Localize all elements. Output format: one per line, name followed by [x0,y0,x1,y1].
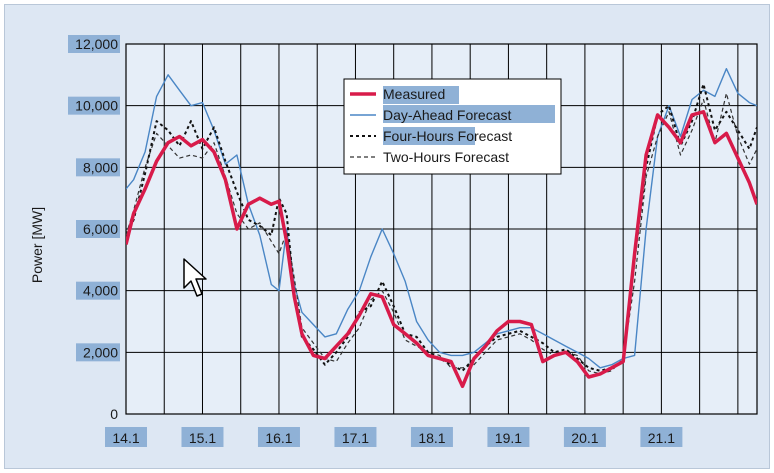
x-tick-label: 19.1 [487,427,530,447]
x-tick-label: 14.1 [105,427,147,447]
legend: Measured Day-Ahead Forecast Four-Hours For… [343,78,562,175]
x-tick-text: 18.1 [418,430,445,446]
y-tick-text: 4,000 [83,283,118,299]
x-tick-text: 19.1 [495,430,522,446]
x-tick-highlight [640,427,683,447]
y-tick-text: 10,000 [75,98,118,114]
y-axis-label: Power [MW] [29,207,45,283]
x-tick-text: 17.1 [342,430,369,446]
x-tick-label: 21.1 [640,427,683,447]
series-line-day-ahead-forecast [126,67,757,369]
x-tick-label: 20.1 [563,427,606,447]
x-tick-label: 17.1 [334,427,377,447]
x-axis-tick-labels: 14.1 15.1 16.1 17.1 18.1 19.1 20.1 21.1 [105,427,683,447]
x-tick-label: 15.1 [181,427,224,447]
legend-item: Day-Ahead Forecast [350,105,555,123]
series-line-four-hours-forecast [126,83,757,372]
y-axis-tick-labels: 0 2,000 4,000 6,000 8,000 10,000 12,000 [68,35,120,422]
x-tick-text: 21.1 [648,430,675,446]
x-tick-text: 14.1 [112,430,139,446]
y-tick-highlight [76,281,120,300]
y-tick-text: 8,000 [83,159,118,175]
x-tick-highlight [181,427,224,447]
legend-highlight [383,127,475,145]
y-tick-text: 0 [110,406,118,422]
x-tick-highlight [334,427,377,447]
mouse-cursor-icon [183,258,207,297]
x-tick-text: 16.1 [265,430,292,446]
y-tick-highlight [68,96,120,115]
legend-highlight [383,86,459,104]
y-tick-highlight [76,343,120,362]
y-tick-highlight [76,220,120,238]
legend-item: Two-Hours Forecast [350,149,509,165]
legend-label: Measured [383,86,445,102]
x-tick-text: 20.1 [571,430,598,446]
y-tick-label: 2,000 [76,343,120,362]
legend-label: Two-Hours Forecast [383,149,509,165]
y-tick-label: 12,000 [68,35,120,53]
legend-label: Four-Hours Forecast [383,128,512,144]
x-tick-highlight [410,427,453,447]
y-tick-label: 0 [110,406,118,422]
x-tick-highlight [563,427,606,447]
x-tick-label: 18.1 [410,427,453,447]
y-tick-label: 6,000 [76,220,120,238]
y-tick-text: 6,000 [83,221,118,237]
y-tick-text: 2,000 [83,344,118,360]
y-tick-highlight [68,35,120,53]
legend-item: Four-Hours Forecast [350,127,512,145]
legend-highlight [383,105,555,123]
y-tick-text: 12,000 [75,36,118,52]
legend-label: Day-Ahead Forecast [383,107,512,123]
x-tick-highlight [487,427,530,447]
y-tick-label: 8,000 [76,158,120,177]
y-tick-label: 10,000 [68,96,120,115]
series-line-measured [126,110,757,389]
y-tick-label: 4,000 [76,281,120,300]
series-line-two-hours-forecast [126,92,757,375]
x-tick-highlight [105,427,147,447]
y-tick-highlight [76,158,120,177]
legend-item: Measured [350,86,459,104]
x-tick-label: 16.1 [257,427,300,447]
x-tick-highlight [257,427,300,447]
x-tick-text: 15.1 [189,430,216,446]
series-lines [126,67,757,389]
